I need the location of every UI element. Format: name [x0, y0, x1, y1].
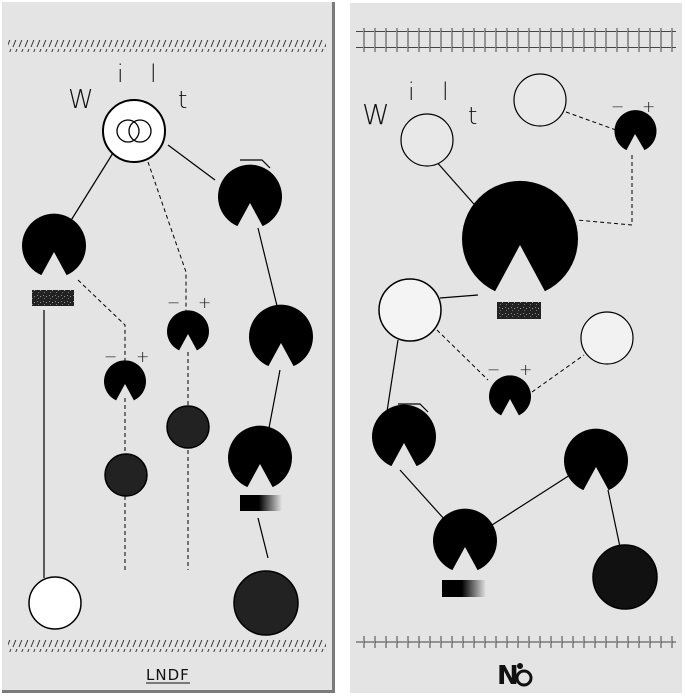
minus-label: −	[487, 360, 500, 379]
n-logo: N	[497, 661, 533, 691]
knob-small-c[interactable]	[614, 110, 657, 151]
lndf-logo: LNDF	[146, 666, 190, 684]
jack-light[interactable]	[28, 576, 82, 630]
jack-dark-large[interactable]	[233, 570, 299, 636]
right-dashed-wires	[436, 111, 633, 393]
plus-label: +	[136, 347, 149, 366]
gradient-bar	[240, 495, 282, 511]
input-node[interactable]	[513, 73, 567, 127]
jack-light-large[interactable]	[378, 278, 442, 342]
bottom-hatch-strip	[8, 640, 326, 652]
knob-small-a[interactable]	[103, 360, 146, 401]
knob-top-right[interactable]	[218, 164, 282, 227]
noise-bar	[497, 302, 541, 319]
knob-small-d[interactable]	[489, 375, 532, 416]
knob-bottom[interactable]	[432, 508, 497, 571]
letter-w: W	[68, 85, 94, 115]
letter-t: t	[468, 102, 477, 130]
plus-label: +	[519, 360, 532, 379]
jack-dark-large[interactable]	[592, 544, 658, 610]
plus-label: +	[198, 293, 211, 312]
knob-mid-right[interactable]	[249, 304, 313, 367]
letter-i: i	[408, 78, 415, 106]
gradient-bar	[442, 580, 486, 597]
knob-right-low[interactable]	[564, 428, 629, 491]
left-wires	[43, 144, 281, 578]
top-hatch-strip	[8, 40, 326, 52]
noise-bar	[32, 290, 74, 306]
plus-label: +	[642, 97, 655, 116]
ring-icon	[116, 119, 140, 143]
knob-large-left[interactable]	[22, 213, 87, 276]
jack-dark[interactable]	[166, 405, 210, 449]
mixer-node	[102, 99, 166, 163]
accent-mark	[398, 403, 429, 413]
main-knob[interactable]	[462, 180, 578, 292]
letter-l: l	[442, 78, 449, 106]
jack-dark[interactable]	[104, 453, 148, 497]
input-node[interactable]	[580, 311, 634, 365]
minus-label: −	[104, 347, 117, 366]
bottom-tick-strip	[356, 636, 676, 648]
top-tick-strip	[356, 28, 676, 52]
letter-w: W	[362, 98, 390, 131]
letter-t: t	[178, 86, 187, 114]
letter-l: l	[150, 60, 157, 88]
minus-label: −	[611, 97, 624, 116]
knob-small-b[interactable]	[167, 310, 209, 351]
letter-i: i	[117, 60, 124, 88]
accent-mark	[240, 159, 271, 169]
knob-left-mid[interactable]	[371, 404, 436, 467]
left-knobs	[22, 164, 313, 488]
minus-label: −	[167, 293, 180, 312]
knob-lower-right[interactable]	[228, 425, 292, 488]
input-node[interactable]	[400, 113, 454, 167]
svg-text:N: N	[497, 661, 519, 691]
right-knobs	[371, 110, 657, 571]
